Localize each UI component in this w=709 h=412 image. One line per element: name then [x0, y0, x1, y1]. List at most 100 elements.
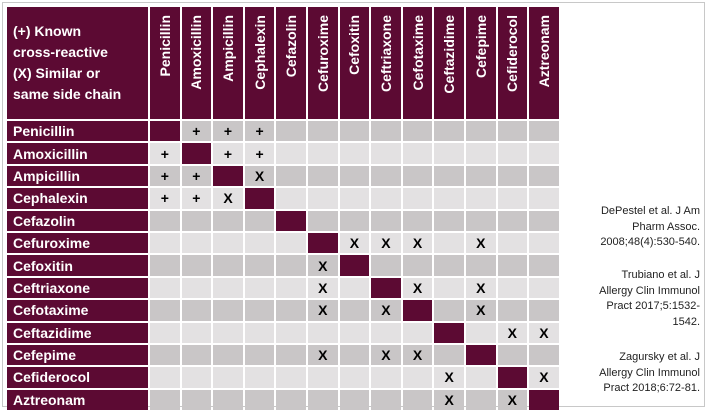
matrix-cell: + — [181, 165, 212, 187]
matrix-cell — [339, 300, 370, 321]
matrix-cell: + — [181, 121, 212, 142]
matrix-cell: X — [497, 322, 528, 343]
matrix-cell — [402, 210, 433, 231]
matrix-cell — [497, 210, 528, 231]
matrix-cell — [339, 210, 370, 231]
reference-text: et al. J Am — [645, 205, 700, 217]
diagonal-cell — [434, 322, 464, 343]
matrix-cell — [371, 255, 401, 276]
matrix-cell — [150, 277, 180, 299]
matrix-cell — [150, 389, 180, 411]
column-header-label: Penicillin — [156, 15, 173, 77]
matrix-cell — [276, 165, 306, 187]
matrix-cell — [529, 210, 559, 231]
matrix-cell — [244, 367, 275, 388]
matrix-cell — [213, 300, 243, 321]
matrix-cell — [307, 121, 338, 142]
column-header-aztreonam: Aztreonam — [529, 7, 559, 119]
matrix-cell — [181, 367, 212, 388]
row-header-aztreonam: Aztreonam — [7, 389, 148, 411]
column-header-label: Cefiderocol — [504, 15, 521, 93]
matrix-cell — [402, 367, 433, 388]
matrix-cell — [181, 344, 212, 366]
matrix-cell — [244, 277, 275, 299]
matrix-cell: X — [307, 344, 338, 366]
matrix-cell — [244, 300, 275, 321]
matrix-cell — [371, 210, 401, 231]
matrix-cell — [465, 188, 496, 209]
row-header-cefotaxime: Cefotaxime — [7, 300, 148, 321]
matrix-cell — [213, 255, 243, 276]
matrix-cell — [497, 255, 528, 276]
matrix-cell: + — [181, 188, 212, 209]
matrix-cell — [276, 389, 306, 411]
table-row: Ceftriaxone X X X — [7, 277, 559, 299]
reference-text: 1542. — [672, 315, 700, 328]
matrix-cell — [529, 255, 559, 276]
diagonal-cell — [181, 143, 212, 164]
legend-line: cross-reactive — [13, 44, 108, 60]
matrix-cell — [529, 300, 559, 321]
column-header-amoxicillin: Amoxicillin — [181, 7, 212, 119]
matrix-cell: X — [402, 344, 433, 366]
matrix-cell — [181, 210, 212, 231]
matrix-cell — [244, 255, 275, 276]
matrix-cell: X — [529, 367, 559, 388]
column-header-label: Cefepime — [472, 15, 489, 79]
matrix-cell — [213, 389, 243, 411]
matrix-cell — [213, 322, 243, 343]
matrix-cell — [276, 188, 306, 209]
reference-text: Pharm Assoc. — [632, 220, 700, 233]
row-header-ampicillin: Ampicillin — [7, 165, 148, 187]
column-header-label: Cefazolin — [283, 15, 300, 78]
column-header-ampicillin: Ampicillin — [213, 7, 243, 119]
reference-text: Allergy Clin Immunol — [599, 366, 700, 379]
table-row: Cefazolin — [7, 210, 559, 231]
matrix-cell — [371, 322, 401, 343]
matrix-cell — [213, 344, 243, 366]
matrix-cell — [276, 121, 306, 142]
matrix-cell — [181, 232, 212, 254]
matrix-cell — [434, 188, 464, 209]
matrix-cell — [465, 389, 496, 411]
row-header-cefuroxime: Cefuroxime — [7, 232, 148, 254]
table-row: Cefepime X X X — [7, 344, 559, 366]
matrix-cell: X — [434, 367, 464, 388]
table-row: Cefotaxime X X X — [7, 300, 559, 321]
matrix-cell — [402, 255, 433, 276]
matrix-cell — [465, 121, 496, 142]
matrix-cell — [434, 344, 464, 366]
matrix-cell — [402, 389, 433, 411]
matrix-cell — [244, 232, 275, 254]
legend-line: (X) Similar or — [13, 65, 101, 81]
matrix-cell — [371, 367, 401, 388]
legend-line: (+) Known — [13, 23, 82, 39]
matrix-cell — [465, 165, 496, 187]
matrix-cell: X — [244, 165, 275, 187]
row-header-cefoxitin: Cefoxitin — [7, 255, 148, 276]
matrix-cell — [150, 344, 180, 366]
reference-author: Zagursky — [619, 351, 665, 363]
matrix-cell: + — [213, 121, 243, 142]
row-header-amoxicillin: Amoxicillin — [7, 143, 148, 164]
matrix-cell: X — [402, 232, 433, 254]
reference-text: Allergy Clin Immunol — [599, 284, 700, 297]
reference-zagursky: Zagursky et al. J Allergy Clin Immunol P… — [582, 350, 700, 397]
diagonal-cell — [465, 344, 496, 366]
matrix-cell — [276, 232, 306, 254]
matrix-cell: X — [339, 232, 370, 254]
matrix-cell — [402, 322, 433, 343]
row-header-penicillin: Penicillin — [7, 121, 148, 142]
reference-author: Trubiano — [621, 269, 665, 281]
matrix-cell: X — [497, 389, 528, 411]
diagonal-cell — [497, 367, 528, 388]
reference-text: 2008;48(4):530-540. — [600, 236, 700, 248]
matrix-cell — [150, 255, 180, 276]
column-header-cefepime: Cefepime — [465, 7, 496, 119]
diagonal-cell — [150, 121, 180, 142]
matrix-cell — [244, 389, 275, 411]
matrix-cell — [529, 121, 559, 142]
matrix-cell — [402, 121, 433, 142]
table-row: Cefoxitin X — [7, 255, 559, 276]
reference-text: Pract 2017;5:1532- — [606, 300, 700, 312]
